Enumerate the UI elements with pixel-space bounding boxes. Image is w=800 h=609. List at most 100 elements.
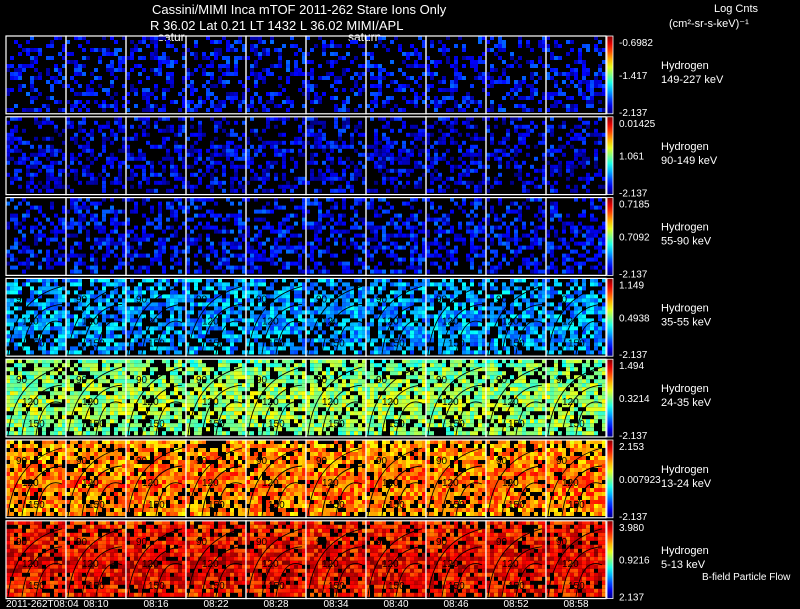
heatmap-pixel xyxy=(54,128,58,133)
heatmap-pixel xyxy=(530,84,534,88)
heatmap-pixel xyxy=(234,64,238,68)
heatmap-pixel xyxy=(478,160,482,165)
heatmap-pixel xyxy=(138,330,142,335)
heatmap-pixel xyxy=(258,76,262,80)
heatmap-pixel xyxy=(518,124,522,129)
heatmap-pixel xyxy=(502,68,506,72)
heatmap-pixel xyxy=(238,241,242,246)
heatmap-pixel xyxy=(106,120,110,125)
heatmap-pixel xyxy=(430,160,434,165)
heatmap-pixel xyxy=(198,322,202,327)
heatmap-pixel xyxy=(90,306,94,311)
heatmap-pixel xyxy=(86,108,90,112)
heatmap-pixel xyxy=(346,326,350,331)
heatmap-pixel xyxy=(466,56,470,60)
heatmap-pixel xyxy=(394,338,398,343)
heatmap-pixel xyxy=(534,257,538,262)
heatmap-pixel xyxy=(550,245,554,250)
heatmap-pixel xyxy=(550,225,554,230)
heatmap-pixel xyxy=(34,108,38,112)
heatmap-pixel xyxy=(238,265,242,270)
heatmap-pixel xyxy=(58,245,62,250)
heatmap-pixel xyxy=(310,257,314,262)
heatmap-pixel xyxy=(90,132,94,137)
heatmap-pixel xyxy=(162,278,166,283)
heatmap-pixel xyxy=(406,221,410,226)
heatmap-pixel xyxy=(378,72,382,76)
heatmap-pixel xyxy=(402,302,406,307)
heatmap-pixel xyxy=(26,314,30,319)
heatmap-pixel xyxy=(314,306,318,311)
heatmap-pixel xyxy=(390,217,394,222)
heatmap-pixel xyxy=(314,261,318,266)
heatmap-pixel xyxy=(50,188,54,193)
heatmap-pixel xyxy=(342,249,346,254)
heatmap-pixel xyxy=(382,144,386,149)
heatmap-pixel xyxy=(254,108,258,112)
heatmap-pixel xyxy=(498,172,502,177)
heatmap-pixel xyxy=(458,172,462,177)
heatmap-pixel xyxy=(218,144,222,149)
heatmap-pixel xyxy=(198,176,202,181)
heatmap-pixel xyxy=(46,278,50,283)
heatmap-pixel xyxy=(370,342,374,347)
heatmap-pixel xyxy=(142,265,146,270)
heatmap-pixel xyxy=(290,197,294,202)
heatmap-pixel xyxy=(286,60,290,64)
heatmap-pixel xyxy=(446,229,450,234)
heatmap-pixel xyxy=(326,278,330,283)
heatmap-pixel xyxy=(78,128,82,133)
heatmap-pixel xyxy=(486,164,490,169)
heatmap-pixel xyxy=(158,257,162,262)
heatmap-pixel xyxy=(458,176,462,181)
heatmap-pixel xyxy=(150,302,154,307)
heatmap-pixel xyxy=(50,290,54,295)
heatmap-pixel xyxy=(82,253,86,258)
heatmap-pixel xyxy=(206,322,210,327)
heatmap-pixel xyxy=(110,330,114,335)
heatmap-pixel xyxy=(394,322,398,327)
heatmap-pixel xyxy=(54,326,58,331)
heatmap-pixel xyxy=(78,278,82,283)
heatmap-pixel xyxy=(226,96,230,100)
heatmap-pixel xyxy=(278,245,282,250)
heatmap-pixel xyxy=(346,156,350,161)
heatmap-pixel xyxy=(182,237,186,242)
heatmap-pixel xyxy=(534,241,538,246)
heatmap-pixel xyxy=(374,128,378,133)
heatmap-pixel xyxy=(194,225,198,230)
heatmap-pixel xyxy=(518,140,522,145)
heatmap-pixel xyxy=(134,64,138,68)
heatmap-pixel xyxy=(226,294,230,299)
heatmap-pixel xyxy=(306,116,310,121)
heatmap-pixel xyxy=(338,330,342,335)
heatmap-pixel xyxy=(90,294,94,299)
heatmap-pixel xyxy=(214,108,218,112)
heatmap-pixel xyxy=(566,164,570,169)
heatmap-pixel xyxy=(394,80,398,84)
heatmap-pixel xyxy=(498,217,502,222)
heatmap-pixel xyxy=(138,334,142,339)
heatmap-pixel xyxy=(534,72,538,76)
heatmap-pixel xyxy=(106,48,110,52)
heatmap-pixel xyxy=(178,330,182,335)
heatmap-pixel xyxy=(18,221,22,226)
heatmap-pixel xyxy=(486,261,490,266)
heatmap-pixel xyxy=(354,330,358,335)
heatmap-pixel xyxy=(342,188,346,193)
heatmap-pixel xyxy=(190,172,194,177)
heatmap-pixel xyxy=(298,233,302,238)
heatmap-pixel xyxy=(374,249,378,254)
heatmap-pixel xyxy=(482,180,486,185)
heatmap-pixel xyxy=(418,76,422,80)
heatmap-pixel xyxy=(338,306,342,311)
heatmap-pixel xyxy=(554,56,558,60)
heatmap-pixel xyxy=(254,36,258,40)
heatmap-pixel xyxy=(522,160,526,165)
heatmap-pixel xyxy=(146,124,150,129)
heatmap-pixel xyxy=(254,290,258,295)
heatmap-pixel xyxy=(102,229,106,234)
heatmap-pixel xyxy=(314,197,318,202)
heatmap-pixel xyxy=(106,172,110,177)
heatmap-pixel xyxy=(318,136,322,141)
